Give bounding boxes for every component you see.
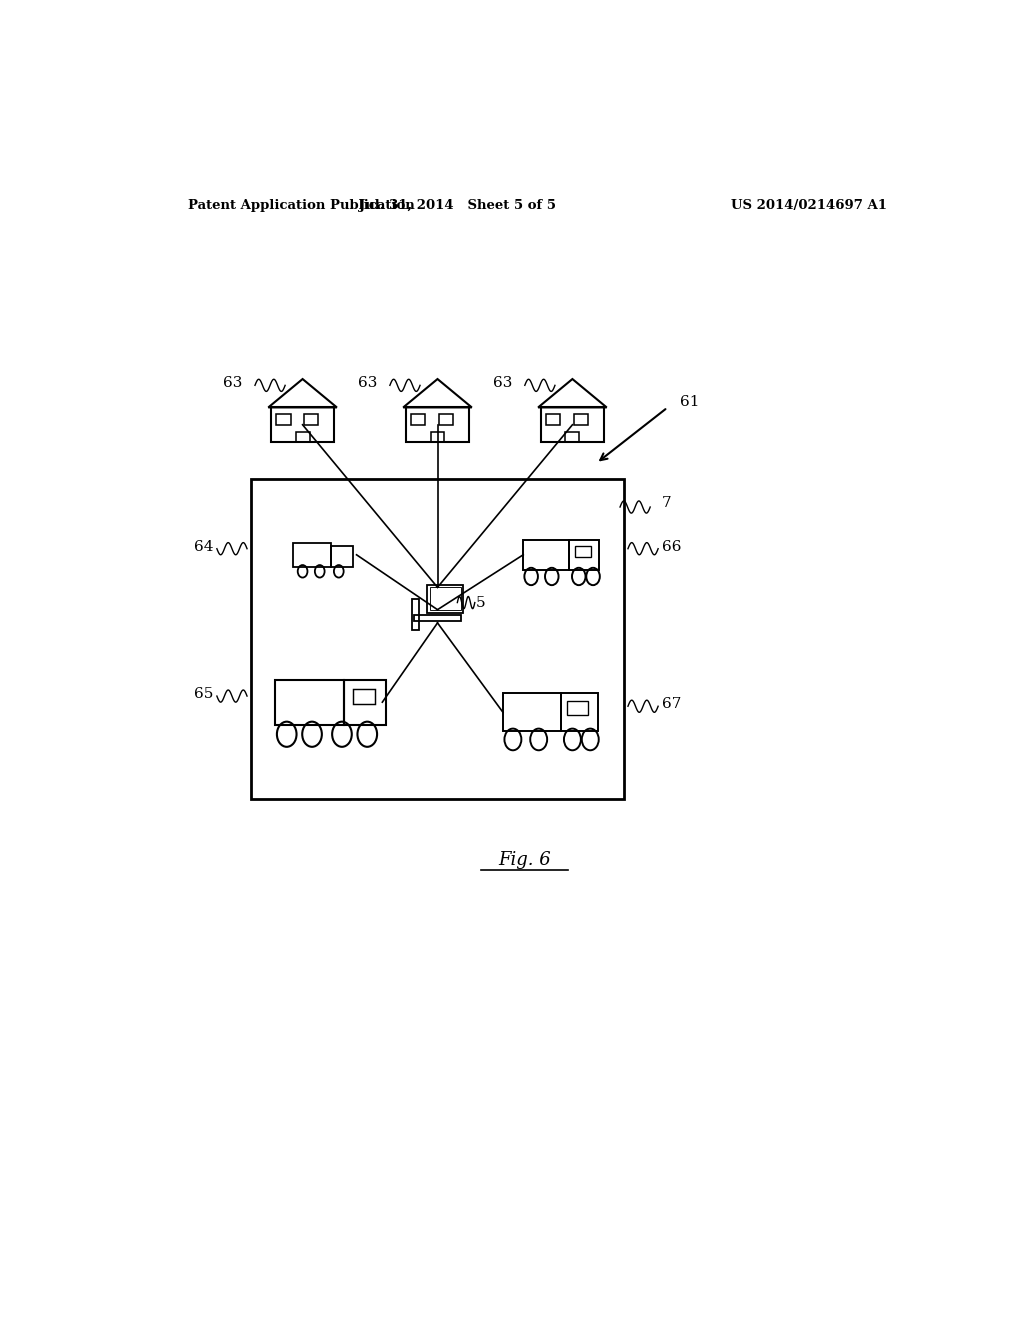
Bar xyxy=(415,615,461,620)
Text: 65: 65 xyxy=(194,686,213,701)
Bar xyxy=(412,599,419,630)
Text: 61: 61 xyxy=(680,395,699,409)
Bar xyxy=(296,433,309,442)
Bar xyxy=(304,414,318,425)
Bar xyxy=(574,546,591,557)
Bar xyxy=(275,414,291,425)
Text: 63: 63 xyxy=(493,376,512,391)
Bar xyxy=(560,693,598,731)
Bar xyxy=(438,414,454,425)
Text: 63: 63 xyxy=(223,376,243,391)
Text: Jul. 31, 2014   Sheet 5 of 5: Jul. 31, 2014 Sheet 5 of 5 xyxy=(358,198,556,211)
Bar xyxy=(429,587,461,610)
Text: 63: 63 xyxy=(358,376,378,391)
Bar xyxy=(523,540,569,570)
Text: 66: 66 xyxy=(662,540,681,553)
Text: 64: 64 xyxy=(194,540,213,553)
Bar xyxy=(293,543,331,566)
Bar xyxy=(569,540,599,570)
Bar xyxy=(344,680,386,725)
Text: Fig. 6: Fig. 6 xyxy=(499,850,551,869)
Bar xyxy=(573,414,588,425)
Text: 67: 67 xyxy=(662,697,681,711)
Bar xyxy=(270,408,334,442)
Bar xyxy=(406,408,469,442)
Text: 5: 5 xyxy=(475,595,485,610)
Text: US 2014/0214697 A1: US 2014/0214697 A1 xyxy=(731,198,887,211)
Bar xyxy=(251,479,624,799)
Bar xyxy=(275,680,344,725)
Bar xyxy=(427,585,463,612)
Text: Patent Application Publication: Patent Application Publication xyxy=(187,198,415,211)
Bar xyxy=(503,693,560,731)
Bar xyxy=(352,689,376,705)
Bar xyxy=(567,701,588,714)
Text: 7: 7 xyxy=(663,496,672,510)
Bar xyxy=(331,546,353,566)
Bar xyxy=(411,414,425,425)
Bar xyxy=(541,408,604,442)
Bar xyxy=(565,433,580,442)
Bar xyxy=(546,414,560,425)
Bar xyxy=(430,433,444,442)
